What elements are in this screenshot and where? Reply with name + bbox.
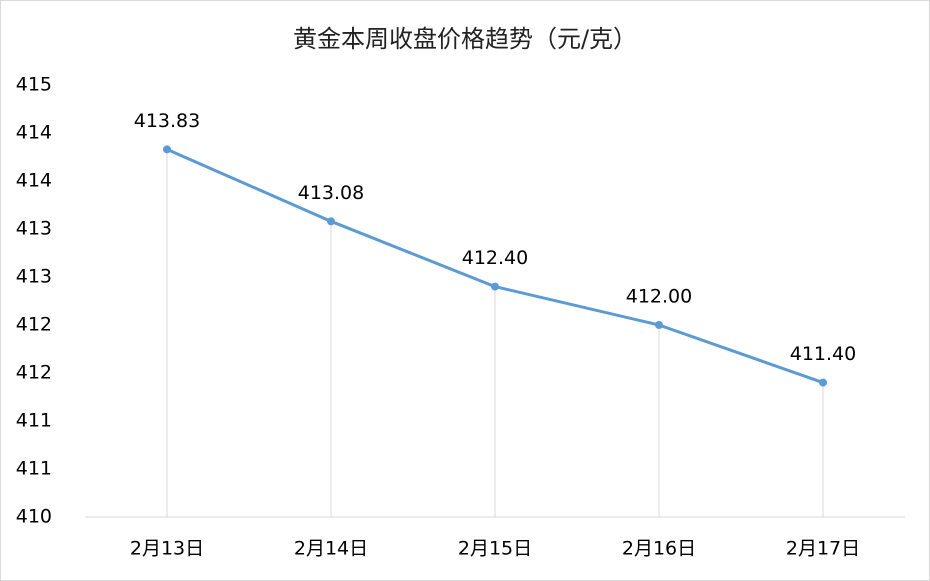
y-tick-label: 414 — [16, 122, 52, 144]
data-point — [163, 145, 171, 154]
y-tick-label: 412 — [16, 362, 52, 384]
data-label: 412.40 — [462, 247, 528, 269]
y-tick-label: 412 — [16, 314, 52, 336]
y-tick-label: 411 — [16, 458, 52, 480]
x-tick-label: 2月14日 — [294, 538, 368, 560]
y-tick-label: 414 — [16, 170, 52, 192]
x-tick-label: 2月17日 — [786, 538, 860, 560]
y-tick-label: 411 — [16, 410, 52, 432]
data-label: 413.83 — [134, 110, 200, 132]
x-tick-label: 2月15日 — [458, 538, 532, 560]
y-tick-label: 413 — [16, 266, 52, 288]
x-tick-label: 2月16日 — [622, 538, 696, 560]
data-point — [491, 282, 499, 291]
y-tick-label: 415 — [16, 74, 52, 96]
y-tick-label: 413 — [16, 218, 52, 240]
data-point — [327, 217, 335, 226]
data-point — [655, 321, 663, 329]
data-point — [819, 378, 827, 387]
x-tick-label: 2月13日 — [130, 538, 204, 560]
data-label: 411.40 — [790, 343, 856, 365]
chart-title: 黄金本周收盘价格趋势（元/克） — [293, 25, 637, 53]
y-tick-label: 410 — [16, 506, 52, 528]
data-label: 412.00 — [626, 286, 692, 308]
data-label: 413.08 — [298, 182, 364, 204]
